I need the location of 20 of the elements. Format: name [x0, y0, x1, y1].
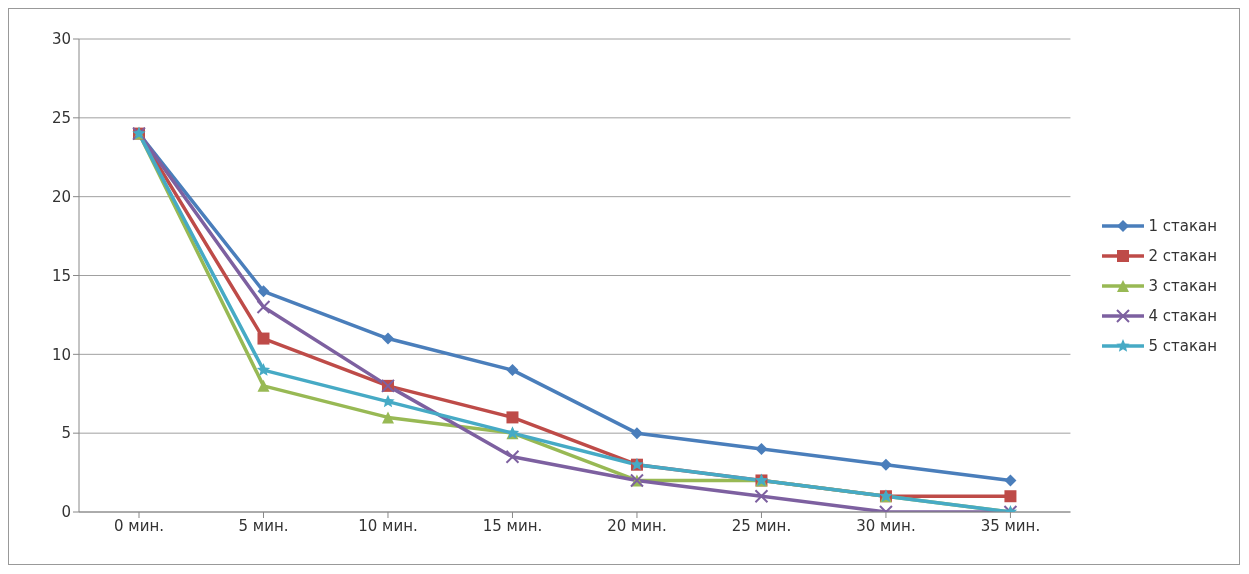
- x-tick-label: 0 мин.: [114, 516, 164, 535]
- legend-label: 3 стакан: [1148, 276, 1217, 295]
- y-tick-label: 5: [61, 424, 71, 443]
- legend-label: 2 стакан: [1148, 246, 1217, 265]
- x-tick-label: 15 мин.: [482, 516, 543, 535]
- x-tick-label: 5 мин.: [238, 516, 289, 535]
- legend-label: 5 стакан: [1148, 336, 1217, 355]
- x-tick-label: 30 мин.: [856, 516, 916, 535]
- y-tick-label: 15: [51, 266, 71, 285]
- y-tick-label: 0: [61, 503, 71, 522]
- x-tick-label: 20 мин.: [607, 516, 667, 535]
- y-tick-label: 30: [51, 30, 71, 49]
- x-tick-label: 10 мин.: [358, 516, 418, 535]
- x-tick-label: 25 мин.: [731, 516, 792, 535]
- legend-label: 4 стакан: [1148, 306, 1217, 325]
- y-tick-label: 25: [51, 109, 71, 128]
- y-tick-label: 20: [51, 187, 71, 206]
- y-tick-label: 10: [51, 345, 71, 364]
- legend-label: 1 стакан: [1148, 216, 1217, 235]
- x-tick-label: 35 мин.: [980, 516, 1041, 535]
